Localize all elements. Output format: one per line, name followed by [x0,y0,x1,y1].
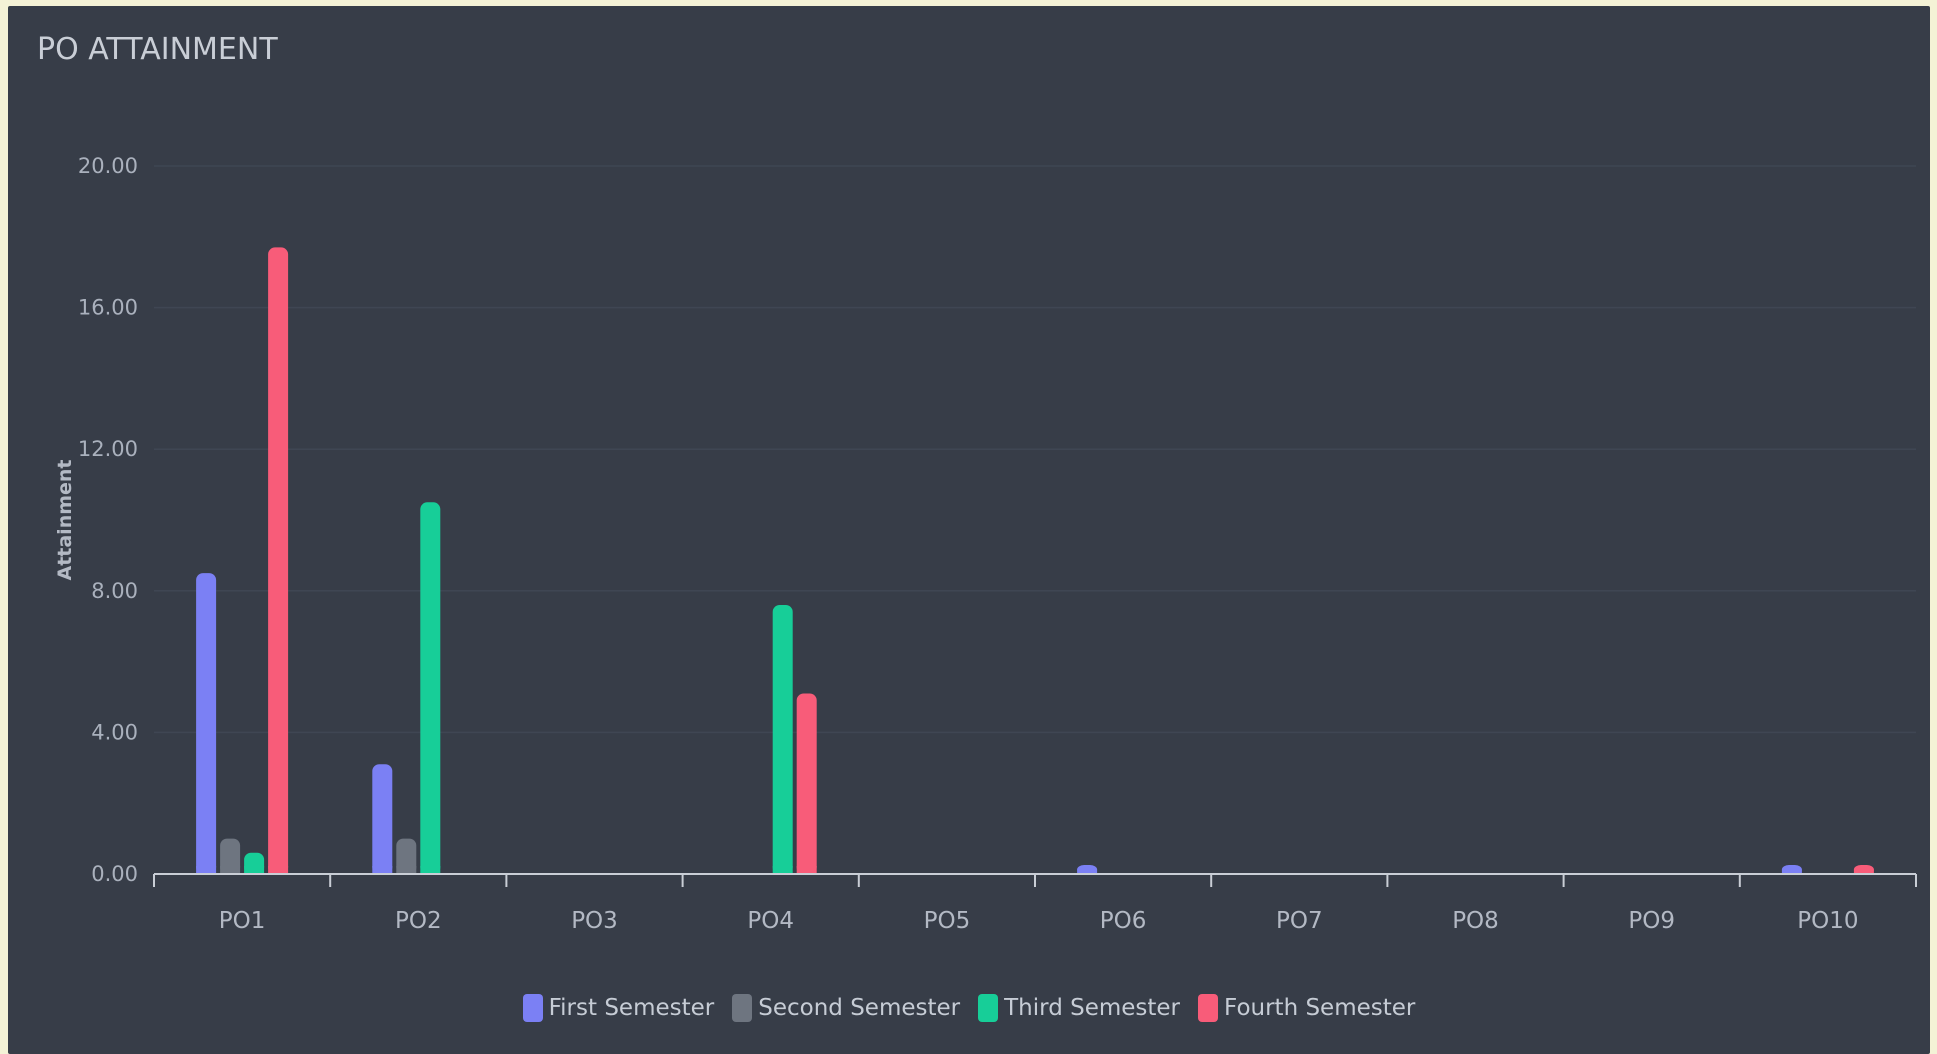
bar-base [244,866,265,874]
bar-base [772,866,793,874]
legend-swatch [522,994,543,1022]
y-tick-label: 20.00 [78,154,138,178]
bar-base [268,866,289,874]
bar-base [420,866,441,874]
bar-po1-series-4[interactable] [268,247,289,875]
legend-label: Fourth Semester [1224,995,1416,1021]
y-tick-label: 4.00 [91,720,138,744]
bar-po4-series-3[interactable] [772,604,793,874]
chart-title: PO ATTAINMENT [37,32,278,67]
chart-legend: First Semester Second Semester Third Semes… [8,994,1930,1022]
x-tick-label: PO8 [1452,908,1499,934]
legend-swatch [978,994,999,1022]
chart-panel: PO ATTAINMENT 0.00 4.00 8.00 12.00 16.00 20.0… [8,6,1930,1054]
y-tick-label: 8.00 [91,579,138,603]
bar-po4-series-4[interactable] [796,693,817,874]
bar-chart: 0.00 4.00 8.00 12.00 16.00 20.00 PO1 PO2 PO3 PO4… [54,154,1917,934]
x-axis [153,873,1917,887]
x-tick-label: PO10 [1797,908,1858,934]
x-axis-ticks: PO1 PO2 PO3 PO4 PO5 PO6 PO7 PO8 PO9 PO10 [219,908,1859,934]
y-axis-ticks: 0.00 4.00 8.00 12.00 16.00 20.00 [78,154,138,886]
legend-item[interactable]: Third Semester [978,994,1180,1022]
y-tick-label: 12.00 [78,437,138,461]
bar-base [1853,869,1874,874]
bars [196,247,1874,875]
legend-swatch [732,994,753,1022]
legend-swatch [1198,994,1219,1022]
bar-po1-series-1[interactable] [196,573,217,874]
y-tick-label: 16.00 [78,296,138,320]
x-tick-label: PO2 [395,908,442,934]
x-tick-label: PO3 [571,908,618,934]
bar-base [196,866,217,874]
x-tick-label: PO5 [924,908,971,934]
bar-base [396,866,417,874]
grid-lines [154,165,1916,734]
bar-base [1077,869,1098,874]
bar-po1-series-2[interactable] [220,838,241,874]
bar-base [1781,869,1802,874]
legend-label: Second Semester [758,995,961,1021]
x-tick-label: PO7 [1276,908,1323,934]
x-tick-label: PO1 [219,908,266,934]
x-tick-label: PO6 [1100,908,1147,934]
legend-item[interactable]: First Semester [522,994,715,1022]
bar-po2-series-2[interactable] [396,838,417,874]
bar-base [372,866,393,874]
legend-item[interactable]: Fourth Semester [1198,994,1415,1022]
x-tick-label: PO4 [747,908,794,934]
x-tick-label: PO9 [1628,908,1675,934]
y-axis-label: Attainment [54,459,76,580]
bar-base [796,866,817,874]
bar-po2-series-1[interactable] [372,764,393,874]
legend-label: First Semester [548,995,715,1021]
y-tick-label: 0.00 [91,862,138,886]
bar-po2-series-3[interactable] [420,502,441,874]
legend-item[interactable]: Second Semester [732,994,960,1022]
legend-label: Third Semester [1004,995,1181,1021]
bar-base [220,866,241,874]
